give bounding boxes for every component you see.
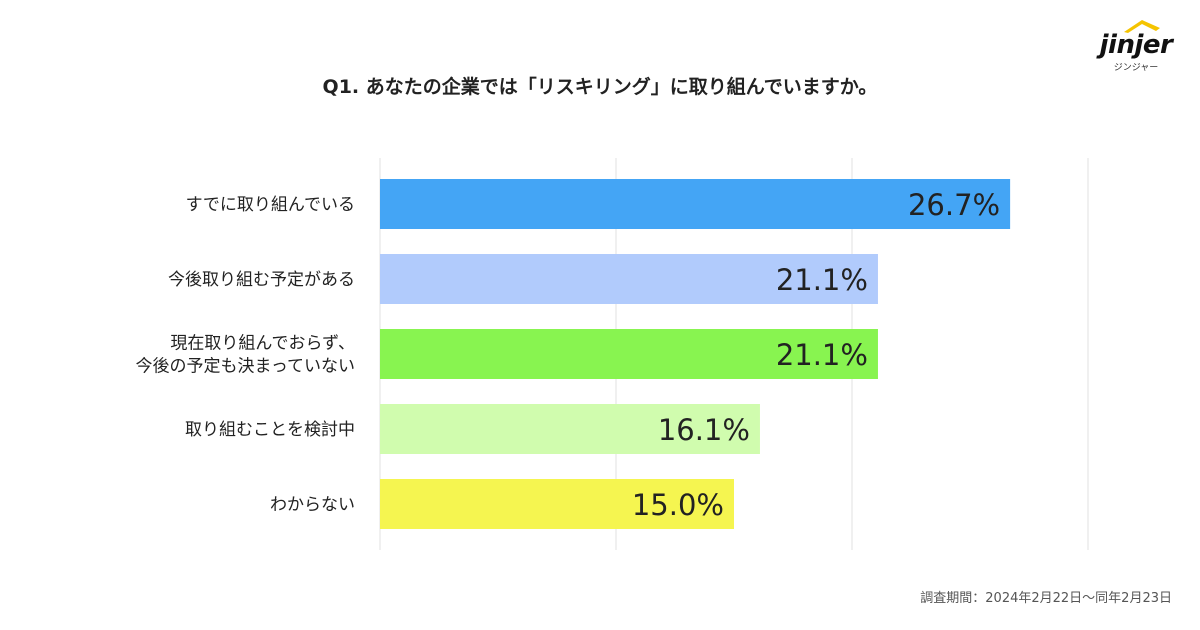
logo-kana: ジンジャー (1113, 63, 1159, 73)
house-roof-icon (1124, 20, 1160, 33)
bar-2 (380, 329, 878, 379)
bar-3 (380, 404, 760, 454)
logo-wordmark: jinjer (1099, 30, 1173, 60)
bar-1 (380, 254, 878, 304)
category-label-1: 今後取り組む予定がある (168, 270, 355, 290)
category-label-3: 取り組むことを検討中 (185, 420, 355, 440)
value-label-1: 21.1% (776, 263, 868, 297)
bar-0 (380, 179, 1011, 229)
category-label-2-line-0: 現在取り組んでおらず、 (170, 334, 355, 354)
jinjer-logo: jinjer ジンジャー (1096, 18, 1176, 73)
category-label-4: わからない (270, 495, 355, 515)
value-label-4: 15.0% (632, 488, 724, 522)
bar-4 (380, 479, 734, 529)
value-label-2: 21.1% (776, 338, 868, 372)
chart-title: Q1. あなたの企業では「リスキリング」に取り組んでいますか。 (322, 76, 878, 98)
value-label-3: 16.1% (658, 413, 750, 447)
value-label-0: 26.7% (908, 188, 1000, 222)
category-label-2-line-1: 今後の予定も決まっていない (136, 357, 355, 377)
category-label-0: すでに取り組んでいる (186, 195, 355, 215)
survey-period-note: 調査期間：2024年2月22日〜同年2月23日 (920, 591, 1172, 606)
